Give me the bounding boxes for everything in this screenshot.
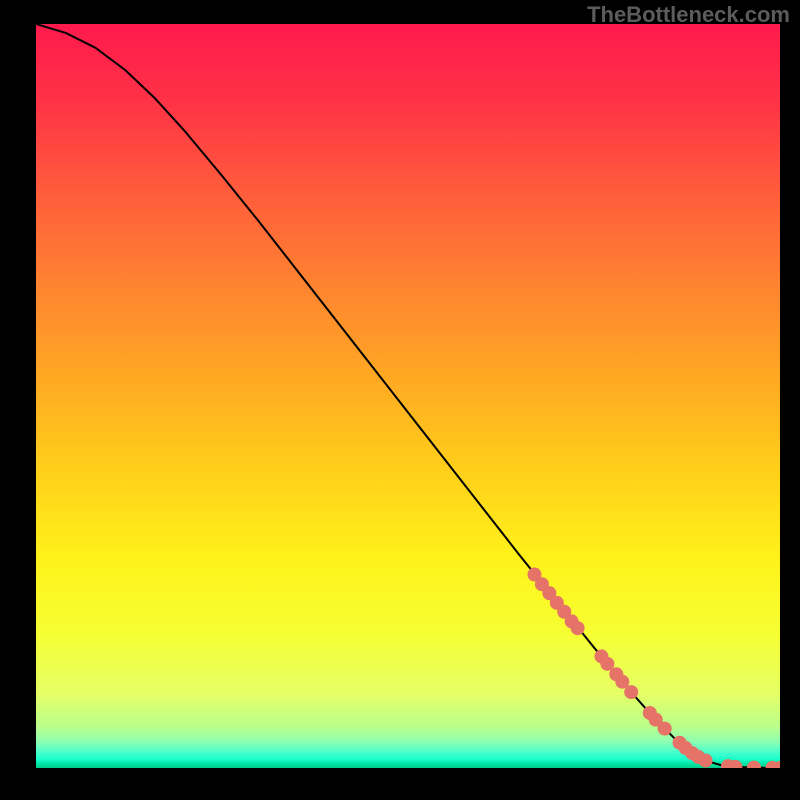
- data-marker: [624, 685, 638, 699]
- data-marker: [658, 722, 672, 736]
- plot-svg: [36, 24, 780, 768]
- plot-area: [36, 24, 780, 768]
- data-marker: [699, 754, 713, 768]
- data-marker: [571, 621, 585, 635]
- chart-stage: TheBottleneck.com: [0, 0, 800, 800]
- gradient-background: [36, 24, 780, 768]
- watermark-label: TheBottleneck.com: [587, 2, 790, 28]
